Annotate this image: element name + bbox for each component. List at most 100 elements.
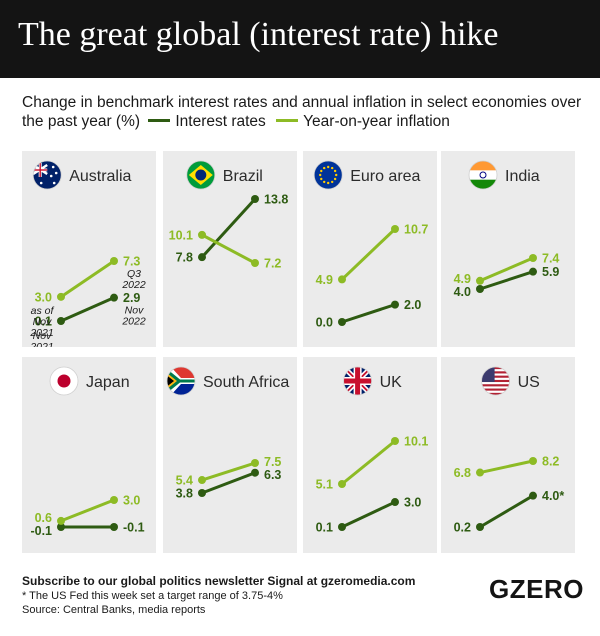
rates-point-end (391, 300, 399, 309)
panel-us: US 0.2 4.0* 6.8 8.2 (441, 357, 575, 553)
inflation-label-end: 8.2 (542, 455, 559, 469)
note-rates-end: 2022 (121, 316, 146, 328)
page-title: The great global (interest rate) hike (18, 16, 499, 53)
note-inflation-start: 2021 (29, 327, 53, 339)
panel-name: Japan (86, 374, 130, 391)
inflation-line (341, 439, 396, 486)
legend-swatch-inflation (276, 119, 299, 123)
panel-chart: South Africa 3.8 6.3 5.4 7.5 (166, 366, 289, 501)
inflation-label-start: 10.1 (169, 228, 193, 242)
rates-label-start: 0.1 (35, 315, 52, 329)
inflation-label-end: 3.0 (123, 494, 140, 508)
rates-label-end: 2.9 (123, 291, 140, 305)
panel-name: UK (380, 374, 403, 391)
rates-line (479, 270, 534, 291)
uk-flag-icon (343, 366, 372, 396)
rates-line (200, 197, 257, 259)
inflation-label-start: 5.1 (316, 478, 333, 492)
legend: Interest rates Year-on-year inflation (148, 113, 456, 130)
rates-label-end: 6.3 (264, 468, 281, 482)
rates-point-end (110, 523, 118, 531)
inflation-label-start: 3.0 (35, 290, 52, 304)
inflation-label-start: 5.4 (176, 474, 193, 488)
rates-label-end: 5.9 (542, 265, 559, 279)
panel-name: US (518, 374, 540, 391)
japan-flag-icon (49, 366, 79, 396)
inflation-point-end (110, 496, 118, 504)
inflation-label-start: 4.9 (454, 272, 471, 286)
panel-name: Euro area (350, 168, 420, 185)
inflation-label-end: 7.4 (542, 252, 559, 266)
note-rates-start: 2021 (29, 341, 53, 347)
australia-flag-icon (32, 160, 62, 190)
rates-point-start (476, 523, 484, 531)
inflation-label-start: 4.9 (316, 273, 333, 287)
note-inflation-start: as of (31, 305, 55, 317)
us-flag-icon (481, 366, 510, 396)
note-inflation-start: Nov (33, 316, 52, 328)
inflation-label-end: 10.7 (404, 223, 428, 237)
note-rates-start: Nov (33, 330, 52, 342)
panel-chart: Euro area 0.0 2.0 4.9 10.7 (313, 160, 428, 330)
rates-point-start (338, 318, 346, 326)
title-bar: The great global (interest rate) hike (0, 0, 600, 78)
legend-label-rates: Interest rates (175, 113, 266, 130)
inflation-label-end: 7.5 (264, 455, 281, 469)
inflation-point-end (529, 254, 537, 262)
panel-india: India 4.0 5.9 4.9 7.4 (441, 151, 575, 347)
rates-point-end (529, 267, 537, 276)
inflation-label-end: 7.3 (123, 255, 140, 269)
footnote: * The US Fed this week set a target rang… (22, 590, 283, 602)
rates-line (201, 471, 256, 495)
inflation-point-end (529, 457, 537, 465)
india-flag-icon (468, 160, 498, 190)
rates-line (60, 296, 115, 323)
brazil-flag-icon (186, 160, 216, 190)
note-rates-end: Nov (125, 305, 144, 317)
source-note: Source: Central Banks, media reports (22, 604, 206, 616)
inflation-point-start (338, 480, 346, 488)
inflation-line (340, 227, 397, 281)
subtitle: Change in benchmark interest rates and a… (22, 94, 582, 130)
rates-point-start (198, 253, 206, 262)
rates-label-start: 7.8 (176, 251, 193, 265)
subtitle-block: Change in benchmark interest rates and a… (22, 93, 582, 131)
inflation-point-start (198, 476, 206, 485)
inflation-label-end: 10.1 (404, 435, 428, 449)
newsletter-note: Subscribe to our global politics newslet… (22, 574, 416, 588)
panel-name: Australia (69, 168, 131, 185)
panel-euro-area: Euro area 0.0 2.0 4.9 10.7 (303, 151, 437, 347)
panel-south-africa: South Africa 3.8 6.3 5.4 7.5 (163, 357, 297, 553)
panel-name: India (505, 168, 540, 185)
panel-chart: Brazil 7.8 13.8 10.1 7.2 (169, 160, 288, 271)
inflation-point-start (338, 275, 346, 284)
inflation-point-end (391, 225, 399, 233)
rates-point-end (391, 498, 399, 507)
rates-point-end (110, 293, 118, 302)
inflation-point-start (476, 468, 484, 477)
inflation-point-end (251, 459, 259, 467)
panel-brazil: Brazil 7.8 13.8 10.1 7.2 (163, 151, 297, 347)
rates-point-start (338, 523, 346, 531)
rates-label-start: 4.0 (454, 285, 471, 299)
rates-label-start: 0.1 (316, 521, 333, 535)
panel-name: South Africa (203, 374, 289, 391)
rates-point-end (529, 491, 537, 500)
rates-label-start: 0.0 (316, 316, 333, 330)
inflation-point-start (57, 292, 65, 301)
inflation-label-start: 6.8 (454, 466, 471, 480)
panel-chart: Japan-0.1 -0.10.63.0 (30, 366, 145, 538)
inflation-line (60, 259, 115, 299)
legend-swatch-rates (148, 119, 171, 123)
inflation-point-start (198, 230, 206, 239)
legend-label-inflation: Year-on-year inflation (303, 113, 450, 130)
rates-label-end: 2.0 (404, 298, 421, 312)
rates-point-end (251, 195, 259, 203)
panel-name: Brazil (223, 168, 263, 185)
rates-point-end (251, 468, 259, 477)
rates-label-start: 0.2 (454, 521, 471, 535)
legend-item-rates: Interest rates (148, 113, 270, 130)
panel-uk: UK 0.1 3.0 5.1 10.1 (303, 357, 437, 553)
rates-label-start: -0.1 (30, 524, 52, 538)
